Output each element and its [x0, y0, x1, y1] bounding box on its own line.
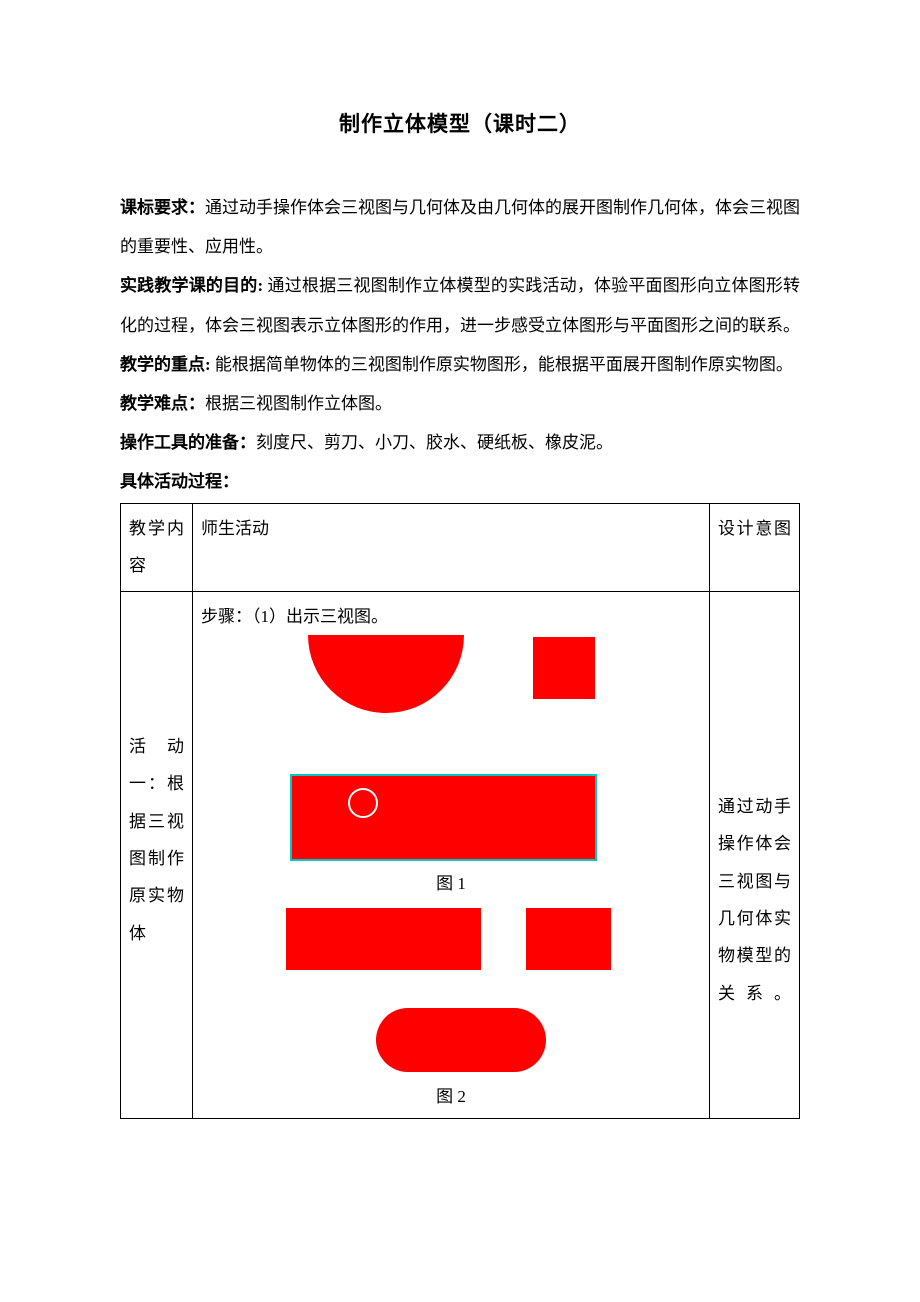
step-text: 步骤：（1）出示三视图。 — [201, 598, 701, 635]
cell-activity-content: 步骤：（1）出示三视图。 图 1 图 2 — [193, 591, 710, 1119]
section-difficulty: 教学难点：根据三视图制作立体图。 — [120, 384, 800, 423]
text-difficulty: 根据三视图制作立体图。 — [205, 394, 392, 413]
activity-1-label: 活动一：根据三视图制作原实物体 — [129, 728, 184, 952]
figure-1-caption: 图 1 — [201, 869, 701, 900]
label-tools: 操作工具的准备： — [120, 433, 256, 452]
section-standard: 课标要求：通过动手操作体会三视图与几何体及由几何体的展开图制作几何体，体会三视图… — [120, 188, 800, 266]
text-standard: 通过动手操作体会三视图与几何体及由几何体的展开图制作几何体，体会三视图的重要性、… — [120, 198, 800, 256]
section-focus: 教学的重点: 能根据简单物体的三视图制作原实物图形，能根据平面展开图制作原实物图… — [120, 345, 800, 384]
label-difficulty: 教学难点： — [120, 394, 205, 413]
section-purpose: 实践教学课的目的: 通过根据三视图制作立体模型的实践活动，体验平面图形向立体图形… — [120, 266, 800, 344]
label-focus: 教学的重点: — [120, 355, 211, 374]
cell-design-intent: 通过动手操作体会三视图与几何体实物模型的关系。 — [710, 591, 800, 1119]
page-title: 制作立体模型（课时二） — [120, 100, 800, 148]
cell-activity-name: 活动一：根据三视图制作原实物体 — [121, 591, 193, 1119]
fig1-semicircle — [308, 635, 464, 713]
fig2-rect-left — [286, 908, 481, 970]
header-col2: 师生活动 — [193, 504, 710, 592]
activity-table: 教学内容 师生活动 设计意图 活动一：根据三视图制作原实物体 步骤：（1）出示三… — [120, 503, 800, 1119]
table-header-row: 教学内容 师生活动 设计意图 — [121, 504, 800, 592]
fig2-stadium — [376, 1008, 546, 1072]
fig1-square — [533, 637, 595, 699]
text-tools: 刻度尺、剪刀、小刀、胶水、硬纸板、橡皮泥。 — [256, 433, 613, 452]
header-col1: 教学内容 — [121, 504, 193, 592]
fig2-rect-right — [526, 908, 611, 970]
design-intent-text: 通过动手操作体会三视图与几何体实物模型的关系。 — [718, 788, 791, 1012]
text-focus: 能根据简单物体的三视图制作原实物图形，能根据平面展开图制作原实物图。 — [211, 355, 793, 374]
header-col3: 设计意图 — [710, 504, 800, 592]
section-tools: 操作工具的准备：刻度尺、剪刀、小刀、胶水、硬纸板、橡皮泥。 — [120, 423, 800, 462]
figure-2-caption: 图 2 — [201, 1082, 701, 1113]
fig1-rect — [291, 775, 596, 860]
section-process: 具体活动过程： — [120, 462, 800, 501]
label-purpose: 实践教学课的目的: — [120, 276, 263, 295]
label-standard: 课标要求： — [120, 198, 205, 217]
figure-1-svg — [281, 635, 621, 865]
label-process: 具体活动过程： — [120, 472, 239, 491]
table-row: 活动一：根据三视图制作原实物体 步骤：（1）出示三视图。 图 1 图 2 通过动… — [121, 591, 800, 1119]
figure-2-svg — [266, 908, 636, 1078]
